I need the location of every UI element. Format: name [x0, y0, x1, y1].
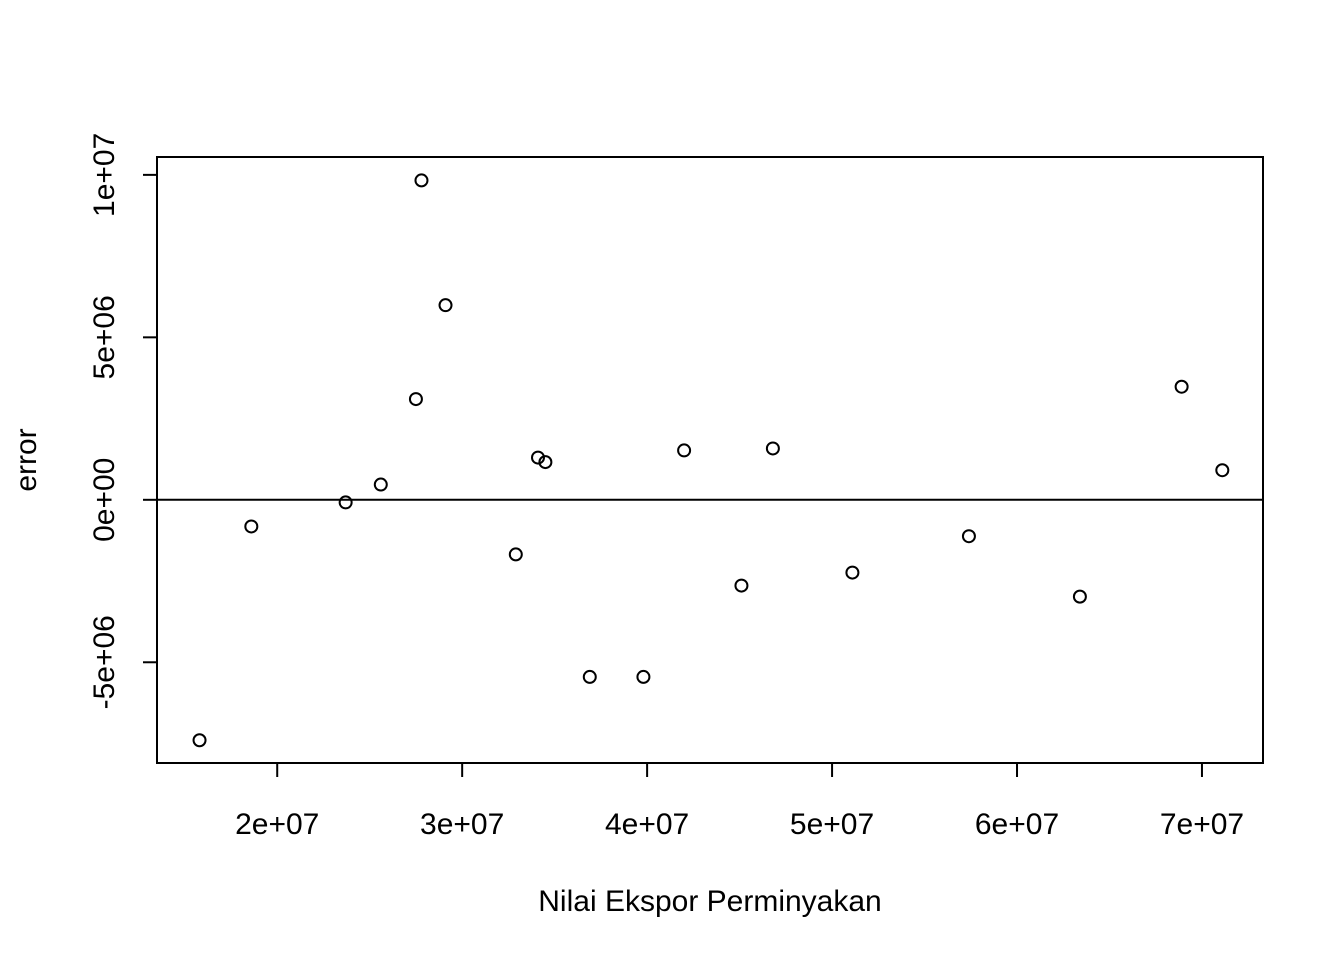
x-tick-label: 6e+07 — [975, 808, 1059, 841]
data-point — [765, 441, 780, 456]
data-point — [1215, 463, 1230, 478]
data-point — [845, 565, 860, 580]
x-axis-title: Nilai Ekspor Perminyakan — [538, 885, 881, 918]
data-point — [338, 495, 353, 510]
x-tick-label: 5e+07 — [790, 808, 874, 841]
data-points — [192, 173, 1230, 748]
data-point — [636, 669, 651, 684]
y-tick-label: 0e+00 — [88, 458, 121, 542]
data-point — [530, 450, 545, 465]
data-point — [508, 547, 523, 562]
data-point — [582, 669, 597, 684]
x-axis: 2e+07 3e+07 4e+07 5e+07 6e+07 7e+07 — [235, 762, 1244, 841]
data-point — [1072, 589, 1087, 604]
y-tick-label: 5e+06 — [88, 295, 121, 379]
x-tick-label: 2e+07 — [235, 808, 319, 841]
data-point — [734, 578, 749, 593]
plot-frame — [156, 156, 1264, 764]
data-point — [538, 455, 553, 470]
x-tick-label: 4e+07 — [605, 808, 689, 841]
data-point — [244, 519, 259, 534]
data-point — [414, 173, 429, 188]
data-point — [677, 443, 692, 458]
y-tick-label: -5e+06 — [88, 615, 121, 709]
data-point — [408, 392, 423, 407]
data-point — [1174, 379, 1189, 394]
x-tick-label: 3e+07 — [420, 808, 504, 841]
y-axis-title: error — [10, 428, 43, 491]
y-tick-label: 1e+07 — [88, 133, 121, 217]
y-axis: -5e+06 0e+00 5e+06 1e+07 — [88, 133, 158, 709]
data-point — [192, 733, 207, 748]
x-tick-label: 7e+07 — [1160, 808, 1244, 841]
data-point — [961, 529, 976, 544]
data-point — [373, 477, 388, 492]
data-point — [438, 298, 453, 313]
